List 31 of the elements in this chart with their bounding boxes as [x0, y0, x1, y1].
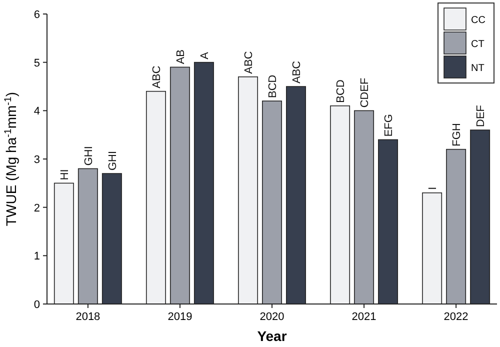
annotation: HI [58, 169, 71, 180]
x-axis-title: Year [257, 328, 288, 344]
legend-label: CT [471, 39, 484, 50]
annotation: ABC [243, 51, 256, 74]
annotation: BCD [267, 74, 279, 98]
annotation: GHI [106, 150, 119, 170]
x-tick-label: 2018 [76, 311, 100, 323]
y-tick-label: 6 [34, 9, 40, 21]
y-tick-label: 2 [34, 202, 40, 214]
legend-label: NT [471, 63, 484, 74]
annotation: A [198, 51, 211, 60]
annotation: BCD [335, 80, 348, 103]
annotation: ABC [150, 66, 163, 88]
annotation: ABC [290, 60, 303, 84]
y-tick-label: 4 [34, 106, 40, 118]
y-tick-label: 3 [34, 154, 40, 166]
y-tick-label: 5 [34, 57, 40, 70]
y-tick-label: 0 [34, 299, 40, 311]
legend-label: CC [471, 15, 486, 26]
y-tick-label: 1 [34, 250, 40, 263]
annotation: GHI [82, 146, 95, 166]
annotation: DEF [475, 104, 488, 127]
annotation: I [427, 186, 440, 190]
annotation: CDEF [359, 77, 372, 108]
x-tick-label: 2022 [444, 311, 468, 323]
x-tick-label: 2021 [352, 311, 376, 323]
x-tick-label: 2020 [260, 311, 284, 323]
x-tick-label: 2019 [168, 311, 192, 323]
annotation: AB [174, 49, 187, 64]
annotation: FGH [451, 123, 464, 146]
annotation: EFG [383, 114, 396, 137]
